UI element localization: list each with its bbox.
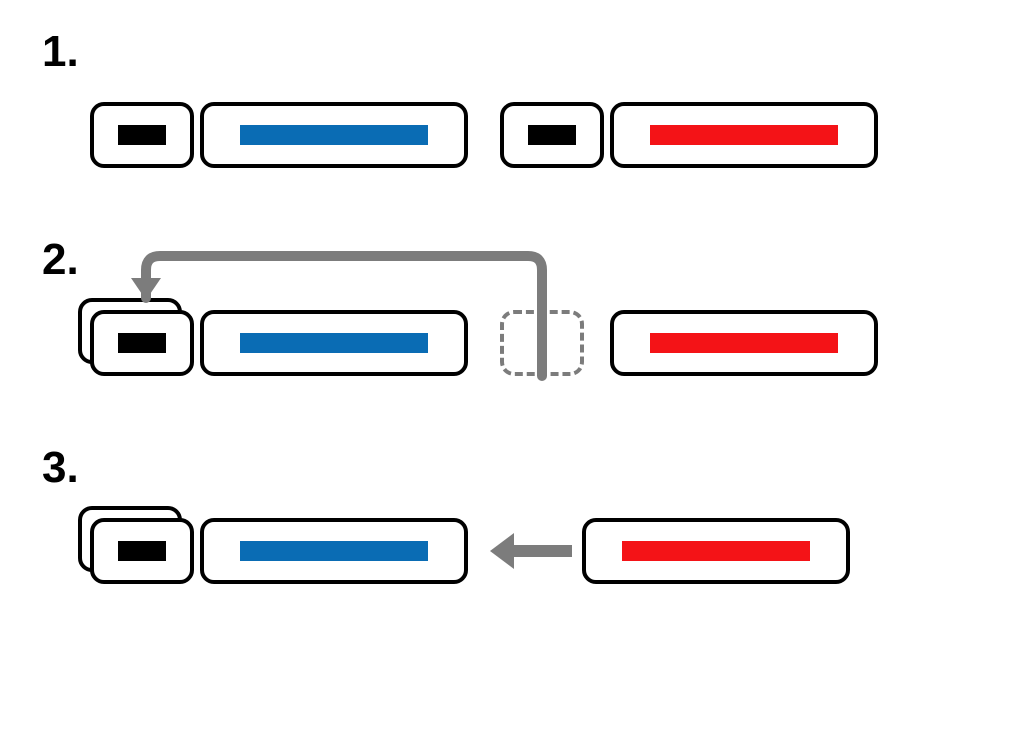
s1-large-1-bar: [240, 125, 428, 145]
s2-large-1-bar: [240, 333, 428, 353]
s1-small-2-bar: [528, 125, 576, 145]
s3-stack-top-bar: [118, 541, 166, 561]
s1-small-1-bar: [118, 125, 166, 145]
s2-stack-top-bar: [118, 333, 166, 353]
s2-ghost: [500, 310, 584, 376]
s3-large-1-bar: [240, 541, 428, 561]
step-3-label: 3.: [42, 446, 79, 490]
step-2-label: 2.: [42, 238, 79, 282]
s2-large-2-bar: [650, 333, 838, 353]
diagram-stage: 1. 2. 3.: [0, 0, 1024, 746]
s1-large-2-bar: [650, 125, 838, 145]
s3-large-2-bar: [622, 541, 810, 561]
step-1-label: 1.: [42, 30, 79, 74]
